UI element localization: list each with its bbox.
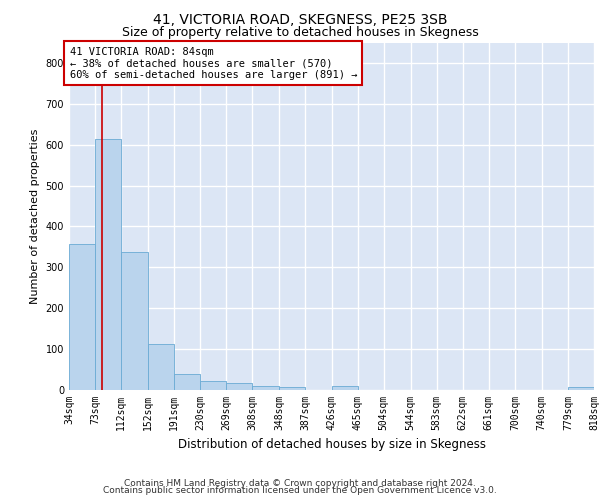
Bar [253, 386, 279, 390]
Bar [200, 382, 226, 390]
Bar [279, 387, 305, 390]
Bar [95, 139, 121, 390]
Text: 41 VICTORIA ROAD: 84sqm
← 38% of detached houses are smaller (570)
60% of semi-d: 41 VICTORIA ROAD: 84sqm ← 38% of detache… [70, 46, 357, 80]
Bar [568, 386, 594, 390]
Bar [226, 384, 253, 390]
Bar [174, 374, 200, 390]
Bar [331, 386, 358, 390]
Text: Contains HM Land Registry data © Crown copyright and database right 2024.: Contains HM Land Registry data © Crown c… [124, 478, 476, 488]
Y-axis label: Number of detached properties: Number of detached properties [30, 128, 40, 304]
Text: Size of property relative to detached houses in Skegness: Size of property relative to detached ho… [122, 26, 478, 39]
Bar [148, 344, 174, 390]
X-axis label: Distribution of detached houses by size in Skegness: Distribution of detached houses by size … [178, 438, 485, 452]
Bar [69, 244, 95, 390]
Bar [121, 252, 148, 390]
Text: 41, VICTORIA ROAD, SKEGNESS, PE25 3SB: 41, VICTORIA ROAD, SKEGNESS, PE25 3SB [153, 12, 447, 26]
Text: Contains public sector information licensed under the Open Government Licence v3: Contains public sector information licen… [103, 486, 497, 495]
